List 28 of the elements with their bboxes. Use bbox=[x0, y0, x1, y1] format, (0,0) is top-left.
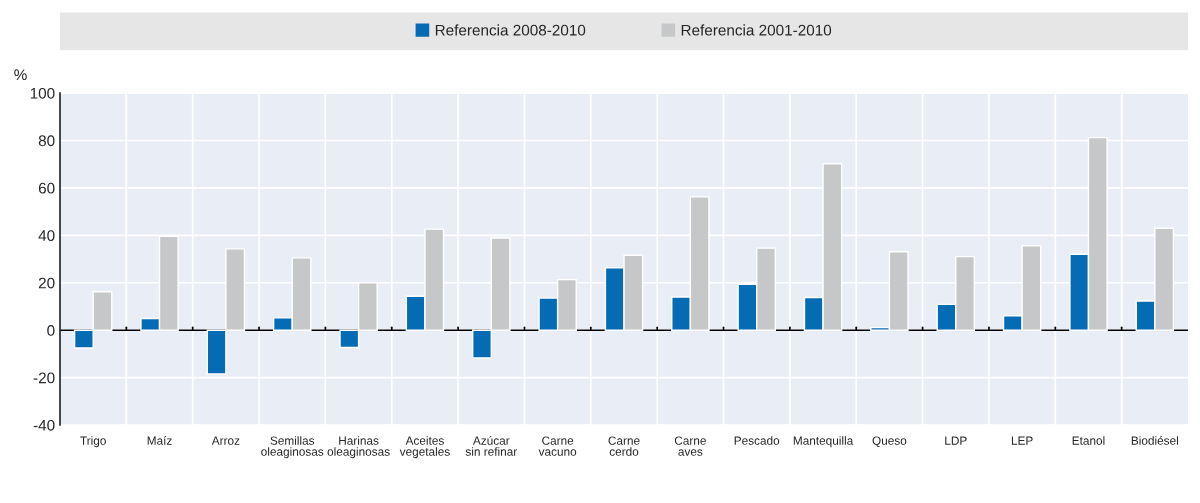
x-tick-label: Carne vacuno bbox=[538, 436, 577, 456]
x-tick-label: Semillas oleaginosas bbox=[261, 436, 324, 459]
y-tick-label: 100 bbox=[30, 87, 55, 99]
y-tick-label: -20 bbox=[33, 372, 55, 384]
x-tick-label: Harinas oleaginosas bbox=[327, 436, 390, 459]
x-tick-label: Carne aves bbox=[674, 436, 706, 456]
x-tick-label: Azúcar sin refinar bbox=[465, 436, 518, 456]
x-tick-label: LEP bbox=[1011, 436, 1033, 445]
legend-label: Referencia 2001-2010 bbox=[681, 24, 832, 36]
x-tick-label: Carne cerdo bbox=[608, 436, 640, 456]
y-tick-label: 20 bbox=[38, 277, 55, 289]
x-tick-label: Mantequilla bbox=[793, 436, 854, 448]
y-tick-label: 60 bbox=[38, 182, 55, 194]
legend-label: Referencia 2008-2010 bbox=[435, 24, 586, 36]
x-tick-label: Etanol bbox=[1072, 436, 1105, 445]
x-tick-label: LDP bbox=[945, 436, 967, 445]
y-tick-label: 40 bbox=[38, 230, 55, 242]
y-tick-label: 80 bbox=[38, 135, 55, 147]
y-tick-label: -40 bbox=[33, 419, 55, 431]
x-tick-label: Biodiésel bbox=[1131, 436, 1178, 445]
x-tick-label: Pescado bbox=[734, 436, 780, 445]
x-tick-label: Trigo bbox=[80, 436, 106, 448]
y-tick-label: 0 bbox=[47, 325, 55, 336]
x-tick-label: Aceites vegetales bbox=[399, 436, 450, 459]
x-tick-label: Arroz bbox=[211, 436, 240, 445]
x-tick-label: Queso bbox=[872, 436, 907, 447]
x-tick-label: Maíz bbox=[147, 436, 172, 445]
y-axis-title: % bbox=[14, 69, 27, 81]
